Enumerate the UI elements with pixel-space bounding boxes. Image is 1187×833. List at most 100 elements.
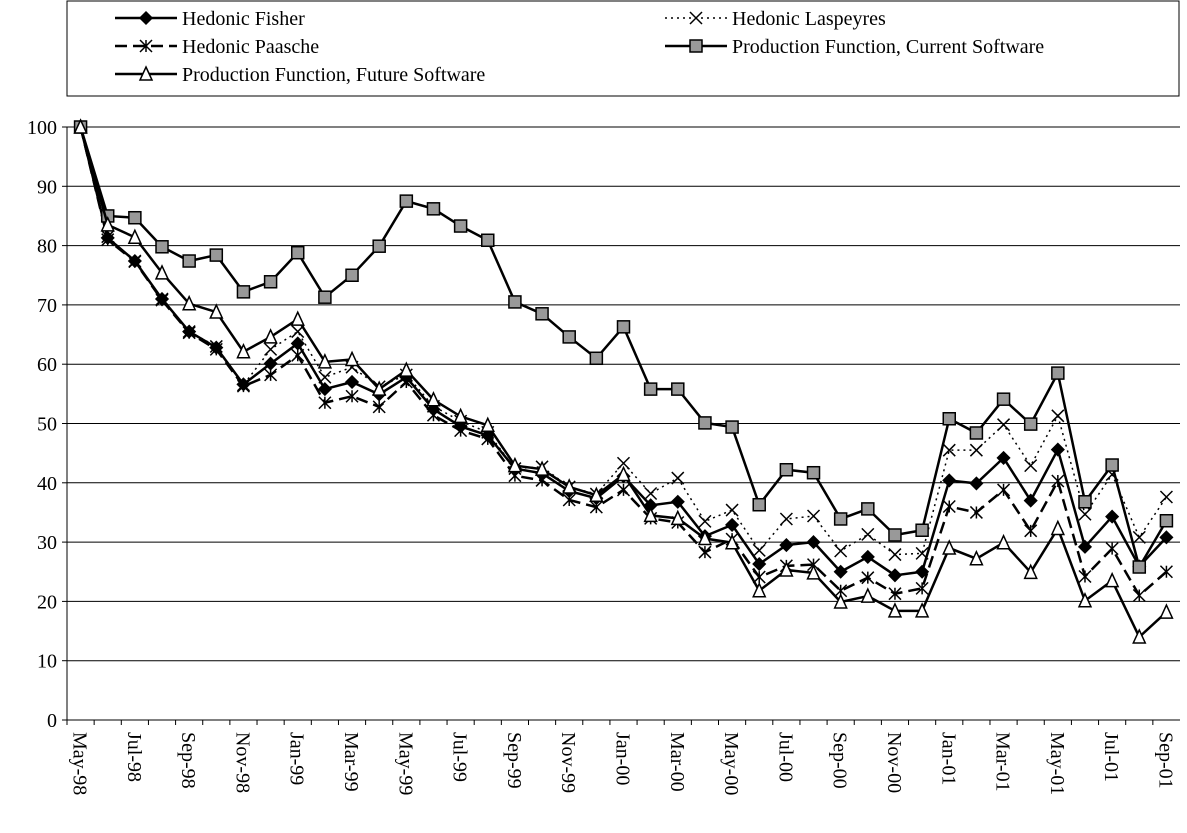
marker [997,418,1011,432]
marker [1050,442,1065,457]
marker [236,285,251,299]
y-tick-label: 70 [37,295,57,317]
x-tick-label: Jan-00 [612,732,634,785]
y-tick-label: 20 [37,591,57,613]
marker [399,361,414,377]
marker [833,564,848,579]
marker [752,556,767,572]
marker [535,473,549,487]
marker [318,396,332,410]
legend-marker [139,39,153,53]
marker [562,478,577,494]
marker [1050,519,1066,536]
legend-marker [689,39,703,53]
x-tick-label: Mar-99 [340,732,362,792]
marker [887,568,903,583]
marker [481,432,495,446]
marker [806,564,821,580]
marker [264,342,278,356]
marker [860,549,875,564]
marker [996,392,1011,406]
x-tick-label: Jan-99 [286,732,308,785]
marker [128,210,142,225]
marker [915,523,929,537]
marker [481,233,495,248]
marker [1023,417,1038,431]
marker [779,463,794,477]
marker [345,268,359,282]
marker [697,529,713,546]
x-tick-label: May-98 [69,732,91,795]
marker [888,528,902,542]
marker [752,570,766,584]
marker [1078,495,1092,509]
marker [263,328,278,344]
marker [643,382,658,396]
marker [887,602,903,618]
x-tick-label: Nov-00 [883,732,905,793]
marker [155,240,169,254]
marker [996,450,1011,465]
marker [73,118,88,134]
marker [1159,530,1174,545]
marker [290,310,305,326]
x-tick-label: May-99 [394,732,416,795]
marker [154,264,170,280]
marker [508,295,522,309]
marker [344,350,360,367]
marker [1077,592,1093,608]
marker [779,512,793,526]
y-tick-label: 100 [27,117,57,139]
x-tick-label: Sep-00 [829,732,851,789]
marker [969,426,984,440]
marker [833,512,848,526]
marker [507,456,523,473]
marker [209,303,224,319]
marker [589,351,604,366]
marker [1105,458,1119,472]
marker [209,248,224,262]
marker [128,255,142,269]
x-tick-label: Sep-99 [503,732,525,789]
marker [127,228,143,245]
marker [100,216,115,232]
x-tick-label: Jul-01 [1100,732,1122,782]
marker [671,382,685,396]
marker [1105,542,1119,556]
marker [861,502,875,516]
y-tick-label: 30 [37,532,57,554]
y-tick-label: 40 [37,473,57,495]
marker [915,546,929,560]
marker [1132,560,1147,574]
marker [318,370,332,384]
legend-label: Production Function, Future Software [182,64,485,86]
marker [1105,509,1120,524]
marker [698,416,712,430]
marker [291,348,305,362]
marker [806,535,821,550]
marker [996,533,1011,550]
marker [834,544,848,558]
marker [1077,539,1093,554]
legend-marker [138,10,154,26]
marker [779,538,794,553]
marker [426,390,441,407]
marker [344,374,360,390]
marker [1023,493,1038,508]
marker [752,581,767,598]
marker [1024,524,1038,538]
legend-label: Hedonic Fisher [182,8,305,30]
marker [318,290,332,304]
y-tick-label: 90 [37,176,57,198]
marker [453,219,468,233]
marker [616,483,631,497]
marker [399,375,413,389]
marker [997,483,1011,497]
x-tick-label: Mar-01 [992,732,1014,792]
marker [1051,474,1065,488]
x-tick-label: May-01 [1046,732,1068,795]
x-tick-label: Nov-99 [557,732,579,793]
marker [101,233,115,247]
marker [861,527,875,541]
